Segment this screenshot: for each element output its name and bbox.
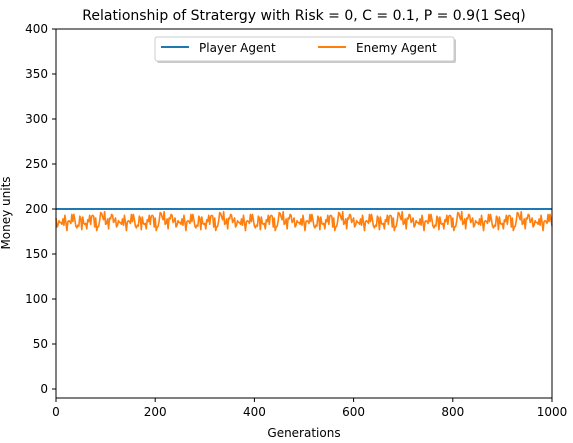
y-tick-label: 350 — [25, 67, 48, 81]
y-tick-label: 50 — [33, 337, 48, 351]
legend: Player Agent Enemy Agent — [154, 36, 456, 63]
y-tick-label: 300 — [25, 112, 48, 126]
y-tick-label: 100 — [25, 292, 48, 306]
y-axis-title: Money units — [0, 176, 13, 249]
y-tick-label: 400 — [25, 22, 48, 36]
y-tick-label: 250 — [25, 157, 48, 171]
x-tick-label: 1000 — [537, 405, 568, 419]
y-tick-label: 150 — [25, 247, 48, 261]
plot-area — [55, 28, 553, 399]
y-axis: 0 50 100 150 200 250 300 350 400 — [25, 22, 56, 396]
y-tick-label: 200 — [25, 202, 48, 216]
y-tick-label: 0 — [40, 382, 48, 396]
legend-label-player-agent: Player Agent — [199, 41, 276, 55]
x-tick-label: 0 — [52, 405, 60, 419]
x-tick-label: 800 — [441, 405, 464, 419]
series-layer — [55, 208, 553, 232]
legend-label-enemy-agent: Enemy Agent — [356, 41, 437, 55]
plot-background — [56, 29, 552, 398]
series-line-enemy-agent — [55, 210, 553, 232]
chart-title: Relationship of Stratergy with Risk = 0,… — [82, 8, 525, 24]
plot-frame — [55, 28, 553, 399]
x-tick-label: 600 — [342, 405, 365, 419]
x-tick-label: 200 — [144, 405, 167, 419]
x-tick-label: 400 — [243, 405, 266, 419]
legend-box — [154, 36, 455, 62]
x-axis-title: Generations — [267, 426, 340, 440]
x-axis: 0 200 400 600 800 1000 — [52, 398, 567, 419]
